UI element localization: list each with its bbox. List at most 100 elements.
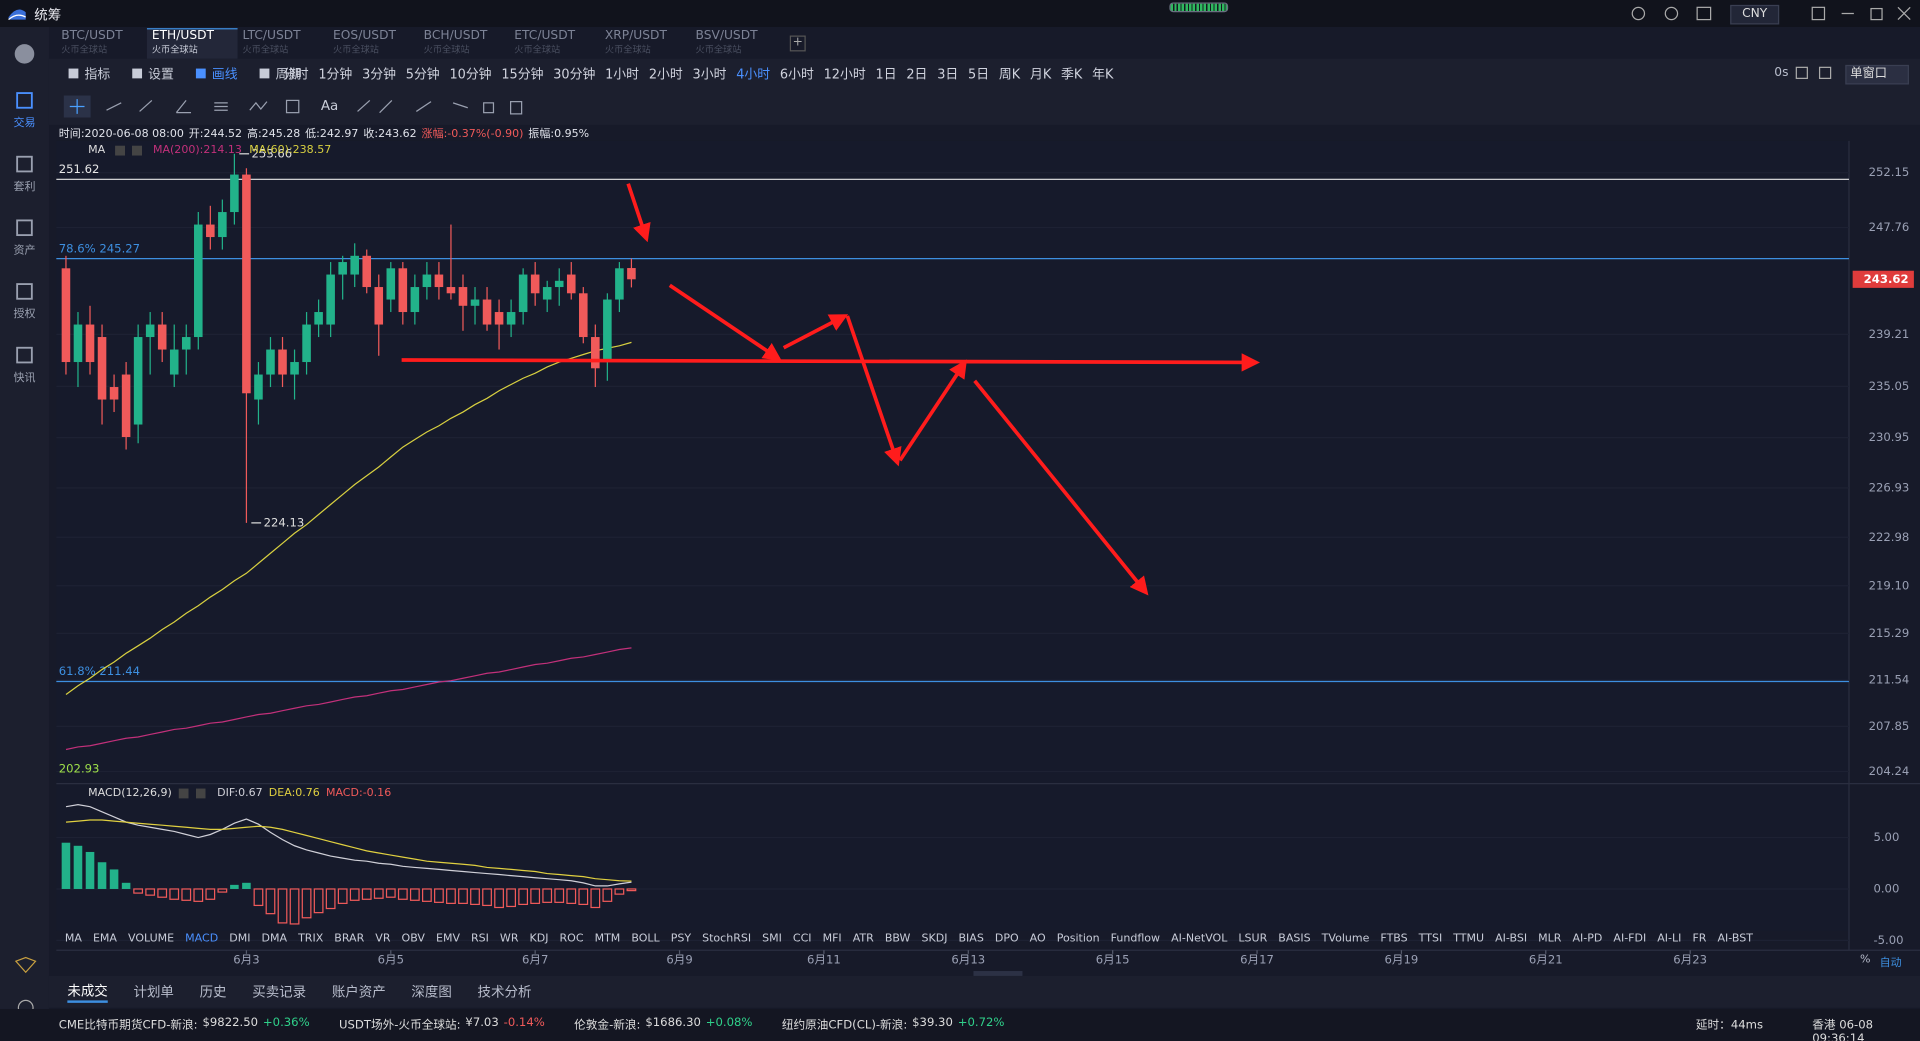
indicator-button[interactable]: MA [64, 933, 82, 946]
toolbar-button[interactable]: 指标 [68, 64, 111, 83]
indicator-button[interactable]: Position [1056, 933, 1100, 946]
tab[interactable]: LTC/USDT 火币全球站 [238, 29, 329, 58]
sidebar-item[interactable]: 授权 [0, 277, 49, 341]
indicator-button[interactable]: MTM [594, 933, 621, 946]
indicator-button[interactable]: RSI [471, 933, 489, 946]
indicator-button[interactable]: BRAR [334, 933, 365, 946]
sidebar-item[interactable]: 套利 [0, 149, 49, 213]
sidebar-item[interactable]: 资产 [0, 213, 49, 277]
scroll-handle[interactable] [973, 971, 1023, 978]
indicator-button[interactable]: DMA [261, 933, 288, 946]
indicator-button[interactable]: WR [499, 933, 519, 946]
period-button[interactable]: 10分钟 [449, 66, 492, 82]
period-button[interactable]: 5分钟 [405, 66, 440, 82]
period-button[interactable]: 1分钟 [318, 66, 353, 82]
bottom-tab[interactable]: 买卖记录 [252, 984, 307, 1001]
period-button[interactable]: 1小时 [605, 66, 640, 82]
indicator-button[interactable]: OBV [401, 933, 425, 946]
period-button[interactable]: 1日 [875, 66, 897, 82]
indicator-button[interactable]: AI-PD [1572, 933, 1603, 946]
indicator-button[interactable]: AI-FDI [1613, 933, 1647, 946]
indicator-button[interactable]: StochRSI [702, 933, 752, 946]
indicator-button[interactable]: DMI [229, 933, 251, 946]
indicator-button[interactable]: BOLL [631, 933, 660, 946]
indicator-button[interactable]: TTSI [1418, 933, 1443, 946]
indicator-button[interactable]: BBW [884, 933, 911, 946]
indicator-button[interactable]: CCI [792, 933, 812, 946]
tab[interactable]: XRP/USDT 火币全球站 [600, 29, 691, 58]
period-button[interactable]: 3日 [937, 66, 959, 82]
indicator-button[interactable]: SMI [762, 933, 782, 946]
sidebar-item[interactable]: 交易 [0, 86, 49, 150]
period-button[interactable]: 周K [998, 66, 1021, 82]
indicator-button[interactable]: KDJ [529, 933, 549, 946]
indicator-button[interactable]: EMV [435, 933, 460, 946]
period-button[interactable]: 4小时 [736, 66, 771, 82]
period-button[interactable]: 15分钟 [501, 66, 544, 82]
indicator-button[interactable]: PSY [670, 933, 692, 946]
period-button[interactable]: 30分钟 [553, 66, 596, 82]
indicator-button[interactable]: FTBS [1380, 933, 1408, 946]
window-select[interactable]: 单窗口 [1845, 64, 1909, 85]
macd-bar [626, 888, 637, 892]
indicator-button[interactable]: TTMU [1453, 933, 1485, 946]
toolbar-button[interactable]: 设置 [132, 64, 174, 83]
period-button[interactable]: 月K [1029, 66, 1052, 82]
font-tool[interactable]: Aa [320, 97, 339, 114]
add-tab[interactable]: + [789, 35, 806, 52]
period-button[interactable]: 分时 [282, 66, 309, 82]
indicator-button[interactable]: AO [1029, 933, 1046, 946]
period-button[interactable]: 年K [1092, 66, 1114, 82]
period-button[interactable]: 3分钟 [362, 66, 396, 82]
tab[interactable]: ETH/USDT 火币全球站 [146, 28, 238, 59]
tab[interactable]: BSV/USDT 火币全球站 [691, 29, 782, 58]
bottom-tab[interactable]: 未成交 [67, 981, 108, 1003]
period-button[interactable]: 2小时 [648, 66, 683, 82]
tab[interactable]: BCH/USDT 火币全球站 [419, 29, 510, 58]
auto-toggle[interactable]: 自动 [1879, 957, 1902, 970]
toolbar-button[interactable]: 周期 [259, 64, 302, 83]
indicator-button[interactable]: BIAS [958, 933, 984, 946]
bottom-tab[interactable]: 深度图 [411, 984, 452, 1001]
period-button[interactable]: 2日 [906, 66, 928, 82]
indicator-button[interactable]: VR [375, 933, 391, 946]
indicator-button[interactable]: AI-LI [1657, 933, 1682, 946]
indicator-button[interactable]: SKDJ [921, 933, 948, 946]
period-button[interactable]: 6小时 [779, 66, 814, 82]
indicator-button[interactable]: VOLUME [127, 933, 175, 946]
indicator-button[interactable]: MFI [822, 933, 842, 946]
indicator-button[interactable]: TVolume [1321, 933, 1370, 946]
indicator-button[interactable]: TRIX [298, 933, 324, 946]
tab[interactable]: EOS/USDT 火币全球站 [328, 29, 419, 58]
indicator-button[interactable]: Fundflow [1110, 933, 1161, 946]
indicator-button[interactable]: DPO [994, 933, 1019, 946]
indicator-button[interactable]: EMA [92, 933, 117, 946]
view-icons[interactable] [1795, 66, 1837, 81]
indicator-button[interactable]: ROC [559, 933, 584, 946]
currency-select[interactable]: CNY [1730, 4, 1780, 25]
indicator-button[interactable]: AI-NetVOL [1171, 933, 1228, 946]
indicator-button[interactable]: FR [1692, 933, 1707, 946]
tab[interactable]: ETC/USDT 火币全球站 [509, 29, 600, 58]
bottom-tab[interactable]: 历史 [199, 984, 227, 1001]
indicator-button[interactable]: MLR [1538, 933, 1562, 946]
bottom-tab[interactable]: 技术分析 [477, 984, 532, 1001]
period-button[interactable]: 5日 [968, 66, 990, 82]
tab[interactable]: BTC/USDT 火币全球站 [56, 29, 147, 58]
percent-toggle[interactable]: % [1860, 953, 1871, 967]
period-button[interactable]: 12小时 [823, 66, 866, 82]
indicator-button[interactable]: BASIS [1278, 933, 1311, 946]
bottom-tab[interactable]: 账户资产 [331, 984, 386, 1001]
indicator-button[interactable]: MACD [185, 933, 219, 946]
indicator-button[interactable]: AI-BST [1717, 933, 1753, 946]
period-button[interactable]: 3小时 [692, 66, 727, 82]
drawing-tools[interactable] [63, 95, 529, 118]
indicator-button[interactable]: LSUR [1238, 933, 1268, 946]
window-controls[interactable] [1810, 5, 1915, 22]
indicator-button[interactable]: ATR [852, 933, 874, 946]
period-button[interactable]: 季K [1061, 66, 1083, 82]
sidebar-item[interactable]: 快讯 [0, 340, 49, 404]
indicator-button[interactable]: AI-BSI [1495, 933, 1528, 946]
toolbar-button[interactable]: 画线 [195, 64, 238, 83]
bottom-tab[interactable]: 计划单 [133, 984, 174, 1001]
